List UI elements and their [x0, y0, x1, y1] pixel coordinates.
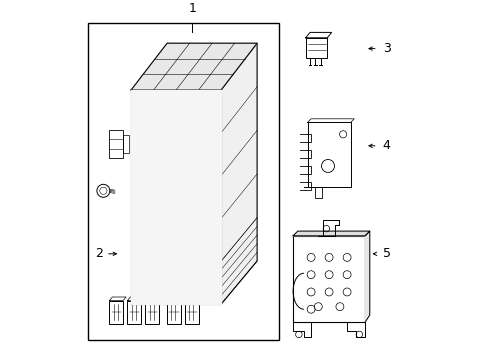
- Bar: [292, 236, 365, 322]
- Bar: [307, 122, 350, 187]
- Bar: [203, 231, 216, 253]
- Polygon shape: [292, 231, 369, 236]
- Bar: [180, 274, 194, 296]
- Bar: [123, 135, 128, 153]
- Bar: [109, 301, 123, 324]
- Bar: [135, 189, 149, 210]
- Bar: [203, 274, 216, 296]
- Bar: [170, 43, 190, 50]
- Bar: [158, 231, 171, 253]
- Bar: [203, 146, 216, 167]
- Bar: [221, 43, 241, 50]
- Bar: [127, 301, 141, 324]
- Bar: [167, 301, 181, 324]
- Bar: [135, 231, 149, 253]
- Bar: [158, 189, 171, 210]
- Bar: [88, 23, 278, 340]
- Bar: [135, 146, 149, 167]
- Text: 4: 4: [382, 139, 390, 152]
- Polygon shape: [131, 43, 257, 90]
- Bar: [135, 274, 149, 296]
- Polygon shape: [131, 90, 221, 304]
- Bar: [185, 301, 199, 324]
- Bar: [158, 146, 171, 167]
- Bar: [109, 130, 123, 158]
- Bar: [180, 189, 194, 210]
- Bar: [145, 301, 159, 324]
- Polygon shape: [221, 43, 257, 304]
- Bar: [180, 146, 194, 167]
- Text: 3: 3: [382, 42, 390, 55]
- Bar: [180, 231, 194, 253]
- Text: 1: 1: [188, 3, 196, 15]
- Bar: [305, 38, 326, 58]
- Bar: [196, 43, 215, 50]
- Polygon shape: [365, 231, 369, 322]
- Text: 5: 5: [382, 247, 390, 260]
- Text: 2: 2: [95, 247, 102, 260]
- Bar: [158, 274, 171, 296]
- Bar: [203, 189, 216, 210]
